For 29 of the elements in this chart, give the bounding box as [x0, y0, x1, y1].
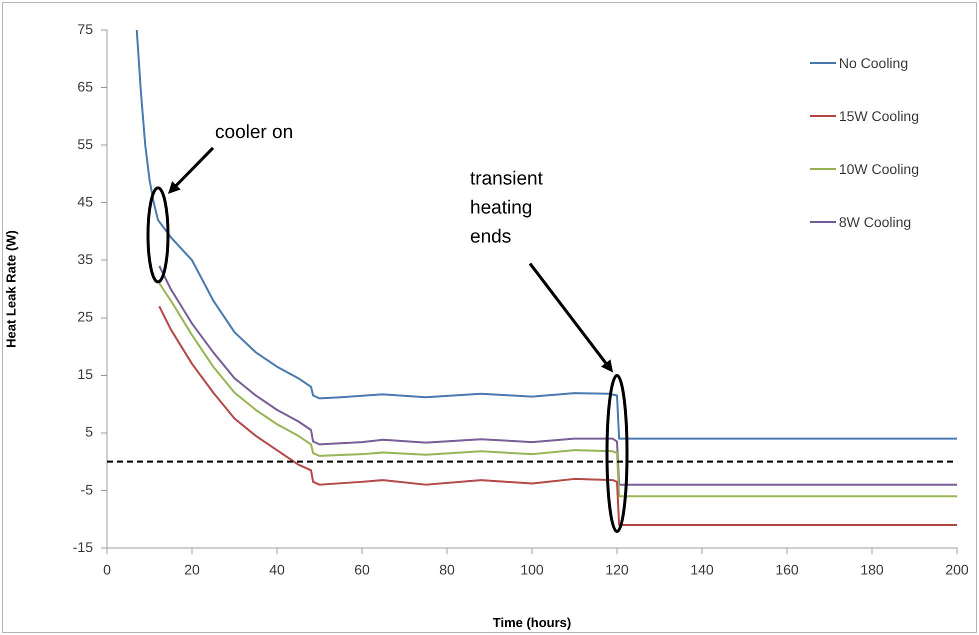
y-tick-label: 45	[77, 194, 94, 210]
y-tick-label: 75	[77, 20, 94, 37]
x-tick-label: 20	[184, 561, 200, 578]
x-tick-label: 0	[103, 561, 112, 578]
legend-label: 15W Cooling	[838, 108, 919, 124]
y-tick-label: 65	[77, 78, 94, 94]
legend-label: No Cooling	[838, 55, 908, 71]
x-tick-label: 100	[520, 561, 544, 578]
x-tick-label: 180	[860, 561, 884, 578]
legend-label: 8W Cooling	[838, 214, 912, 230]
x-axis-title: Time (hours)	[492, 614, 572, 630]
x-tick-label: 120	[605, 561, 629, 578]
x-tick-label: 60	[354, 561, 370, 578]
y-tick-label: -5	[80, 481, 94, 498]
y-tick-label: 15	[77, 366, 94, 382]
legend-label: 10W Cooling	[838, 161, 919, 177]
x-tick-label: 160	[775, 561, 799, 578]
y-tick-label: 55	[77, 136, 94, 152]
y-axis-title: Heat Leak Rate (W)	[3, 230, 18, 348]
annotation: cooler on	[215, 122, 294, 143]
y-tick-label: 5	[85, 424, 94, 440]
x-tick-label: 140	[690, 561, 714, 578]
x-tick-label: 200	[945, 561, 969, 578]
y-tick-label: 35	[77, 251, 94, 268]
y-tick-label: 25	[77, 308, 94, 325]
x-tick-label: 80	[439, 561, 455, 578]
annotation: transient heating ends	[470, 168, 544, 248]
x-tick-label: 40	[269, 561, 285, 578]
y-tick-label: -15	[72, 538, 94, 555]
